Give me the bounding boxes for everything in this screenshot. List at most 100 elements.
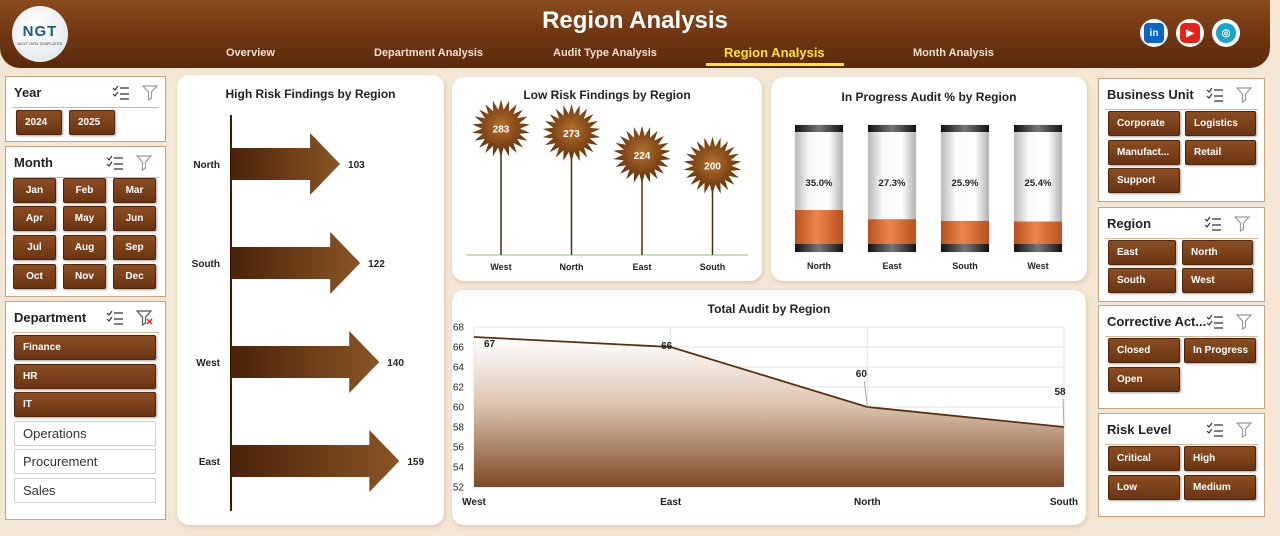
cylinder-top-cap bbox=[868, 125, 916, 132]
clear-filter-icon[interactable] bbox=[136, 310, 154, 326]
business-unit-manufacturing[interactable]: Manufact... bbox=[1108, 140, 1180, 165]
department-procurement[interactable]: Procurement bbox=[14, 449, 156, 474]
slicer-region: Region East North South West bbox=[1098, 207, 1265, 302]
data-label: 140 bbox=[387, 358, 404, 369]
month-apr[interactable]: Apr bbox=[13, 206, 56, 231]
business-unit-retail[interactable]: Retail bbox=[1185, 140, 1256, 165]
clear-filter-icon[interactable] bbox=[1234, 216, 1252, 232]
chart-title-low-risk: Low Risk Findings by Region bbox=[523, 88, 691, 102]
y-tick-label: 54 bbox=[453, 463, 465, 474]
y-tick-label: 52 bbox=[453, 483, 465, 494]
business-unit-corporate[interactable]: Corporate bbox=[1108, 111, 1180, 136]
slicer-business-unit: Business Unit Corporate Logistics Manufa… bbox=[1098, 78, 1265, 202]
clear-filter-icon[interactable] bbox=[142, 85, 160, 101]
department-hr[interactable]: HR bbox=[14, 364, 156, 389]
risk-level-high[interactable]: High bbox=[1184, 446, 1256, 471]
tab-month-analysis[interactable]: Month Analysis bbox=[913, 47, 994, 59]
website-button[interactable]: ◎ bbox=[1212, 19, 1240, 47]
y-tick-label: 64 bbox=[453, 363, 465, 374]
area-fill bbox=[474, 337, 1064, 487]
arrow-bar-north bbox=[231, 133, 341, 195]
year-2024[interactable]: 2024 bbox=[16, 110, 62, 135]
data-label: 66 bbox=[661, 341, 673, 352]
logo: NGT NEXT GEN TEMPLATES bbox=[12, 6, 68, 62]
month-feb[interactable]: Feb bbox=[63, 178, 106, 203]
slicer-divider bbox=[1105, 444, 1258, 445]
month-oct[interactable]: Oct bbox=[13, 264, 56, 289]
linkedin-button[interactable]: in bbox=[1140, 19, 1168, 47]
month-nov[interactable]: Nov bbox=[63, 264, 106, 289]
data-label: 25.4% bbox=[1025, 178, 1052, 189]
month-may[interactable]: May bbox=[63, 206, 106, 231]
data-label: 67 bbox=[484, 339, 496, 350]
year-2025[interactable]: 2025 bbox=[69, 110, 115, 135]
corrective-action-closed[interactable]: Closed bbox=[1108, 338, 1180, 363]
category-label: South bbox=[192, 259, 220, 270]
y-tick-label: 60 bbox=[453, 403, 465, 414]
month-jan[interactable]: Jan bbox=[13, 178, 56, 203]
department-finance[interactable]: Finance bbox=[14, 335, 156, 360]
multi-select-icon[interactable] bbox=[1206, 422, 1224, 438]
slicer-year-title: Year bbox=[14, 85, 42, 100]
multi-select-icon[interactable] bbox=[106, 310, 124, 326]
department-sales[interactable]: Sales bbox=[14, 478, 156, 503]
data-label: 224 bbox=[634, 151, 651, 162]
multi-select-icon[interactable] bbox=[106, 155, 124, 171]
region-south[interactable]: South bbox=[1108, 268, 1176, 293]
clear-filter-icon[interactable] bbox=[1236, 314, 1254, 330]
month-dec[interactable]: Dec bbox=[113, 264, 156, 289]
multi-select-icon[interactable] bbox=[1204, 216, 1222, 232]
multi-select-icon[interactable] bbox=[1206, 87, 1224, 103]
chart-card-in-progress: In Progress Audit % by Region 35.0% North… bbox=[771, 77, 1087, 281]
tab-overview[interactable]: Overview bbox=[226, 47, 275, 59]
month-jul[interactable]: Jul bbox=[13, 235, 56, 260]
region-west[interactable]: West bbox=[1182, 268, 1253, 293]
department-operations[interactable]: Operations bbox=[14, 421, 156, 446]
data-label: 103 bbox=[348, 160, 365, 171]
slicer-divider bbox=[12, 107, 159, 108]
arrow-bar-east bbox=[231, 430, 400, 492]
multi-select-icon[interactable] bbox=[112, 85, 130, 101]
business-unit-logistics[interactable]: Logistics bbox=[1185, 111, 1256, 136]
region-east[interactable]: East bbox=[1108, 240, 1176, 265]
active-tab-underline bbox=[706, 63, 844, 66]
risk-level-critical[interactable]: Critical bbox=[1108, 446, 1180, 471]
data-label: 27.3% bbox=[879, 178, 906, 189]
slicer-risk-level: Risk Level Critical High Low Medium bbox=[1098, 413, 1265, 517]
month-mar[interactable]: Mar bbox=[113, 178, 156, 203]
slicer-divider bbox=[12, 177, 159, 178]
month-jun[interactable]: Jun bbox=[113, 206, 156, 231]
youtube-button[interactable]: ▶ bbox=[1176, 19, 1204, 47]
category-label: East bbox=[199, 457, 221, 468]
department-it[interactable]: IT bbox=[14, 392, 156, 417]
series-line bbox=[473, 336, 1065, 428]
arrow-bar-south bbox=[231, 232, 361, 294]
category-label: South bbox=[952, 261, 978, 271]
chart-card-total-audit: Total Audit by Region 52 54 56 58 60 62 64 66 68… bbox=[452, 290, 1086, 525]
clear-filter-icon[interactable] bbox=[1236, 87, 1254, 103]
x-tick-label: North bbox=[854, 497, 881, 508]
risk-level-medium[interactable]: Medium bbox=[1184, 475, 1256, 500]
business-unit-support[interactable]: Support bbox=[1108, 168, 1180, 193]
slicer-divider bbox=[1105, 238, 1258, 239]
month-sep[interactable]: Sep bbox=[113, 235, 156, 260]
corrective-action-in-progress[interactable]: In Progress bbox=[1184, 338, 1256, 363]
cylinder-top-cap bbox=[1014, 125, 1062, 132]
tab-audit-type-analysis[interactable]: Audit Type Analysis bbox=[553, 47, 657, 59]
tab-department-analysis[interactable]: Department Analysis bbox=[374, 47, 484, 59]
data-label: 58 bbox=[1054, 387, 1066, 398]
slicer-department: Department Finance HR IT Operations Proc… bbox=[5, 301, 166, 520]
y-tick-label: 58 bbox=[453, 423, 465, 434]
cylinder-bottom-cap bbox=[795, 244, 843, 252]
clear-filter-icon[interactable] bbox=[136, 155, 154, 171]
tab-region-analysis[interactable]: Region Analysis bbox=[724, 45, 825, 60]
month-aug[interactable]: Aug bbox=[63, 235, 106, 260]
region-north[interactable]: North bbox=[1182, 240, 1253, 265]
risk-level-low[interactable]: Low bbox=[1108, 475, 1180, 500]
logo-subtext: NEXT GEN TEMPLATES bbox=[17, 40, 63, 46]
category-label: West bbox=[490, 262, 511, 272]
multi-select-icon[interactable] bbox=[1206, 314, 1224, 330]
corrective-action-open[interactable]: Open bbox=[1108, 367, 1180, 392]
logo-text: NGT bbox=[22, 22, 58, 40]
clear-filter-icon[interactable] bbox=[1236, 422, 1254, 438]
